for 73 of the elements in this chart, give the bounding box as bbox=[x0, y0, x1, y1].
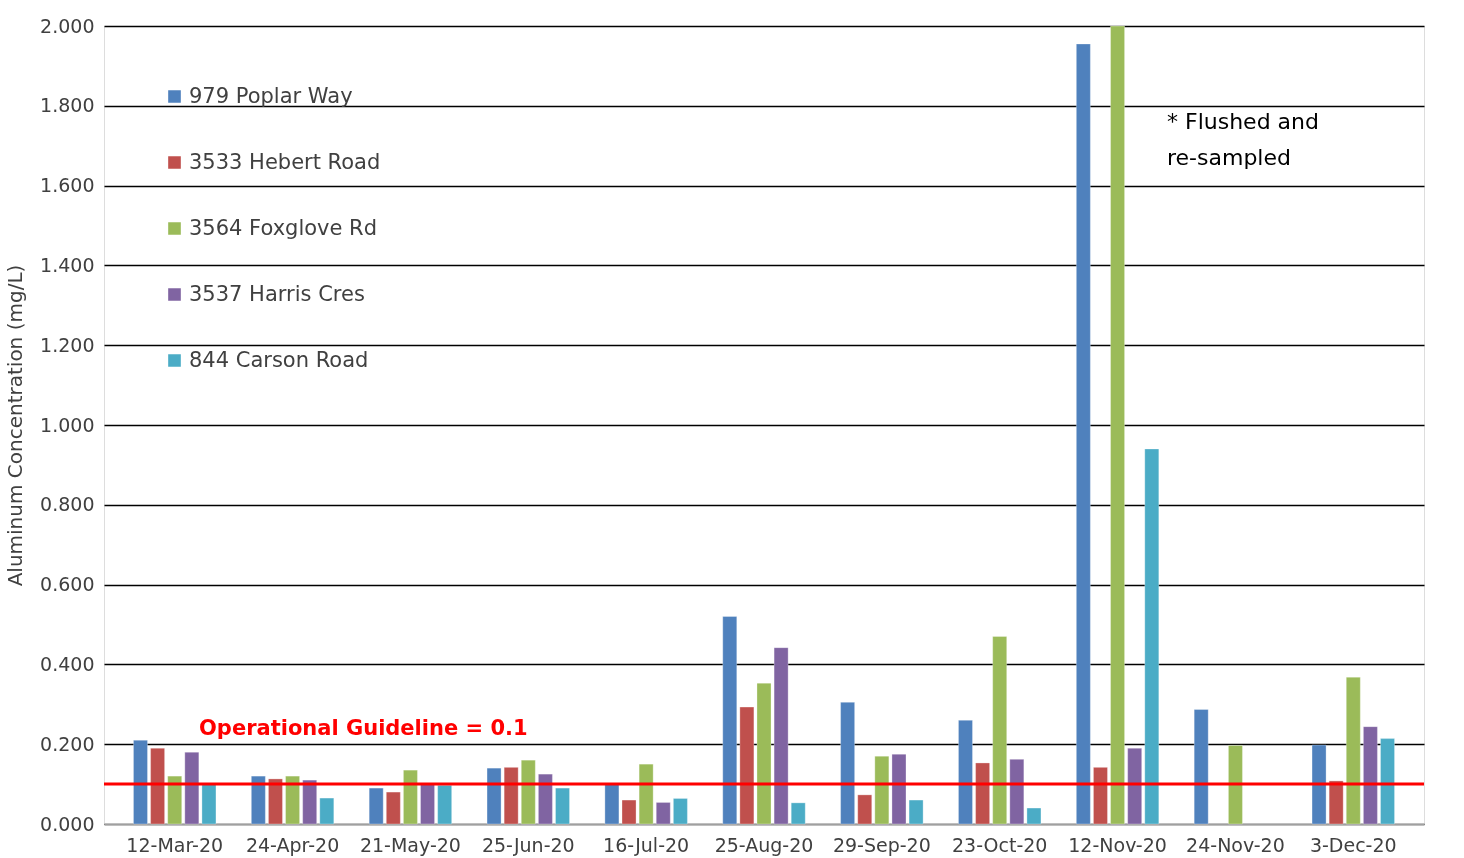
x-tick-label: 23-Oct-20 bbox=[951, 833, 1048, 856]
x-tick-label: 12-Nov-20 bbox=[1068, 833, 1167, 856]
bar bbox=[1144, 448, 1160, 825]
bar bbox=[268, 778, 283, 825]
bar bbox=[386, 791, 401, 825]
bar bbox=[251, 775, 266, 825]
bar bbox=[503, 767, 519, 825]
legend-label: 979 Poplar Way bbox=[189, 83, 353, 108]
y-tick-label: 0.200 bbox=[40, 732, 95, 755]
bar bbox=[302, 779, 317, 825]
bar bbox=[319, 797, 335, 825]
y-tick-label: 0.600 bbox=[40, 573, 95, 596]
bar bbox=[285, 775, 300, 825]
bar bbox=[1076, 43, 1091, 825]
x-tick-label: 24-Nov-20 bbox=[1186, 833, 1285, 856]
y-tick-label: 1.000 bbox=[40, 413, 95, 436]
bar bbox=[1346, 676, 1361, 825]
y-tick-label: 1.400 bbox=[40, 253, 95, 276]
bar bbox=[538, 773, 553, 825]
bar bbox=[1026, 807, 1042, 825]
bar bbox=[958, 720, 973, 825]
bar bbox=[790, 802, 806, 825]
y-tick-label: 1.600 bbox=[40, 174, 95, 197]
bar bbox=[486, 767, 502, 825]
x-tick-label: 24-Apr-20 bbox=[245, 833, 340, 856]
bar bbox=[1328, 780, 1344, 825]
y-axis-title: Aluminum Concentration (mg/L) bbox=[3, 264, 28, 587]
legend-label: 844 Carson Road bbox=[189, 347, 369, 372]
y-tick-label: 0.000 bbox=[40, 812, 95, 835]
y-tick-label: 0.800 bbox=[40, 493, 95, 516]
bar bbox=[368, 787, 384, 825]
bar bbox=[150, 747, 165, 825]
x-tick-label: 25-Aug-20 bbox=[714, 833, 814, 856]
bar bbox=[722, 616, 738, 825]
ref-line-label: Operational Guideline = 0.1 bbox=[199, 716, 528, 741]
bar bbox=[1380, 738, 1395, 825]
x-tick-label: 29-Sep-20 bbox=[832, 833, 931, 856]
bar bbox=[975, 762, 990, 825]
x-tick-label: 3-Dec-20 bbox=[1309, 833, 1397, 856]
x-tick-label: 16-Jul-20 bbox=[603, 833, 690, 856]
bar bbox=[992, 636, 1007, 825]
bar bbox=[1110, 25, 1125, 825]
bar bbox=[673, 798, 688, 825]
bar bbox=[403, 769, 418, 825]
legend-label: 3537 Harris Cres bbox=[189, 281, 365, 306]
bar bbox=[840, 702, 855, 825]
bar bbox=[857, 794, 873, 825]
bar bbox=[437, 785, 452, 825]
y-tick-label: 1.800 bbox=[40, 94, 95, 117]
bar bbox=[655, 802, 671, 825]
bar bbox=[133, 739, 148, 825]
x-tick-label: 12-Mar-20 bbox=[126, 833, 224, 856]
legend-label: 3533 Hebert Road bbox=[189, 149, 381, 174]
legend-label: 3564 Foxglove Rd bbox=[189, 215, 378, 240]
x-tick-label: 21-May-20 bbox=[359, 833, 461, 856]
bar bbox=[555, 787, 570, 825]
bar bbox=[1228, 745, 1243, 825]
bar bbox=[1009, 759, 1025, 825]
bar bbox=[1363, 726, 1378, 825]
bar bbox=[521, 759, 536, 825]
bar bbox=[1127, 747, 1142, 825]
bar bbox=[1193, 709, 1209, 825]
y-tick-label: 2.000 bbox=[40, 14, 95, 37]
bar bbox=[420, 783, 435, 825]
bar bbox=[201, 783, 217, 825]
bar bbox=[184, 751, 200, 825]
annotation: * Flushed and re-sampled bbox=[1167, 109, 1319, 170]
y-tick-label: 1.200 bbox=[40, 333, 95, 356]
x-tick-label: 25-Jun-20 bbox=[481, 833, 575, 856]
bar bbox=[1311, 744, 1327, 825]
bar bbox=[1093, 767, 1108, 825]
bar bbox=[167, 775, 182, 825]
y-tick-label: 0.400 bbox=[40, 652, 95, 675]
